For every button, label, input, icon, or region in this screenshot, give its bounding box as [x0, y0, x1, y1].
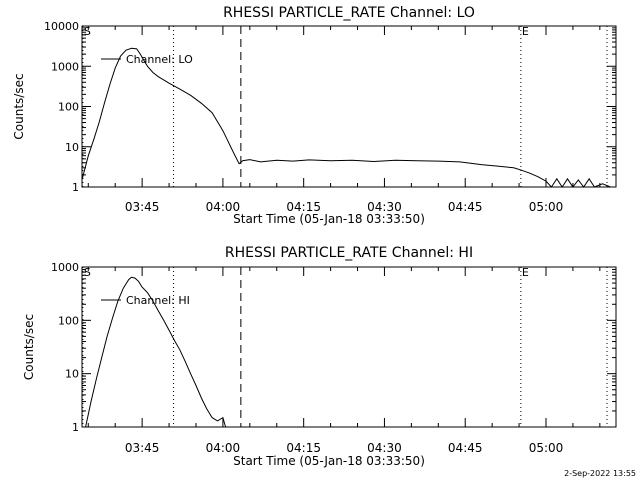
- x-tick-label: 03:45: [125, 441, 160, 455]
- chart-title: RHESSI PARTICLE_RATE Channel: HI: [225, 245, 473, 261]
- y-tick-label: 1000: [51, 261, 79, 274]
- y-tick-label: 1: [72, 421, 79, 434]
- x-tick-label: 04:15: [286, 200, 321, 214]
- y-tick-label: 10000: [44, 20, 79, 33]
- x-axis-label: Start Time (05-Jan-18 03:33:50): [233, 212, 425, 226]
- x-tick-label: 04:00: [206, 441, 241, 455]
- plot-frame: [81, 266, 617, 428]
- y-tick-label: 10: [65, 141, 79, 154]
- y-tick-label: 1000: [51, 60, 79, 73]
- x-tick-label: 03:45: [125, 200, 160, 214]
- x-tick-label: 05:00: [529, 441, 564, 455]
- time-marker-label: S: [84, 266, 91, 279]
- x-tick-label: 04:30: [367, 441, 402, 455]
- y-tick-label: 1: [72, 181, 79, 194]
- data-series-line: [81, 47, 611, 188]
- x-tick-label: 04:45: [448, 441, 483, 455]
- x-axis-label: Start Time (05-Jan-18 03:33:50): [233, 454, 425, 468]
- time-marker-label: E: [522, 266, 529, 279]
- legend-label: Channel: LO: [126, 53, 193, 66]
- y-axis-label: Counts/sec: [12, 73, 26, 139]
- time-marker-label: S: [84, 25, 91, 38]
- chart-panel-hi: RHESSI PARTICLE_RATE Channel: HI 1 10 100 10…: [22, 245, 617, 468]
- y-tick-label: 100: [58, 101, 79, 114]
- chart-panel-lo: RHESSI PARTICLE_RATE Channel: LO 1 10 100 10…: [12, 5, 617, 226]
- x-tick-label: 04:30: [367, 200, 402, 214]
- x-tick-label: 04:45: [448, 200, 483, 214]
- y-axis-label: Counts/sec: [22, 314, 36, 380]
- chart-title: RHESSI PARTICLE_RATE Channel: LO: [223, 5, 475, 21]
- legend-label: Channel: HI: [126, 294, 190, 307]
- x-tick-label: 04:15: [286, 441, 321, 455]
- plot-frame: [81, 25, 617, 188]
- x-tick-label: 05:00: [529, 200, 564, 214]
- time-marker-label: E: [522, 25, 529, 38]
- y-tick-label: 100: [58, 314, 79, 327]
- y-tick-label: 10: [65, 368, 79, 381]
- x-tick-label: 04:00: [206, 200, 241, 214]
- data-series-line: [85, 276, 227, 428]
- timestamp: 2-Sep-2022 13:55: [564, 469, 636, 478]
